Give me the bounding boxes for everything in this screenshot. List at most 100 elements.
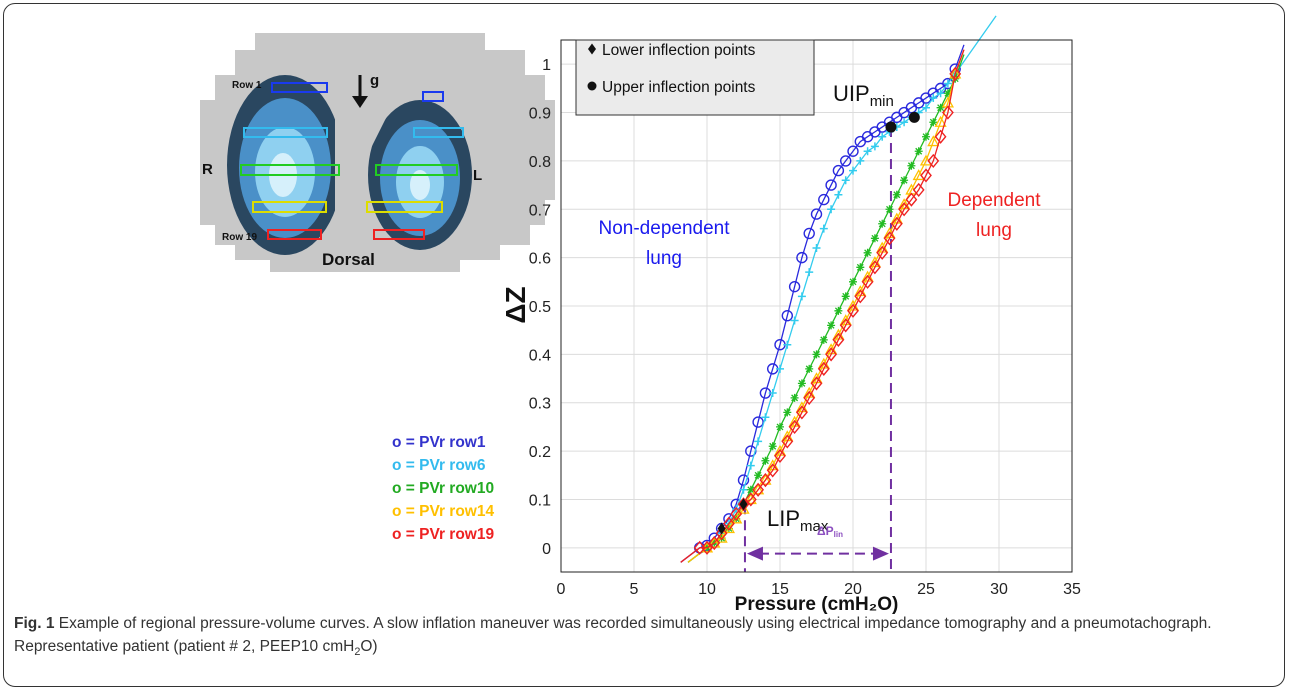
delta-p-subscript: lin (834, 530, 843, 539)
data-point-PVr-row6 (790, 316, 799, 325)
x-tick-label: 35 (1063, 581, 1081, 598)
data-point-PVr-row19 (701, 540, 713, 555)
data-point-PVr-row6 (812, 243, 821, 252)
data-point-PVr-row6 (805, 268, 814, 277)
data-point-PVr-row19 (920, 168, 932, 183)
data-point-PVr-row10 (834, 306, 843, 315)
data-point-PVr-row19 (774, 448, 786, 464)
data-point-PVr-row19 (752, 482, 765, 497)
data-point-PVr-row19 (927, 153, 940, 169)
data-point-PVr-row19 (803, 390, 816, 405)
data-point-PVr-row14 (934, 115, 947, 127)
gravity-arrow-icon (352, 75, 368, 108)
data-point-PVr-row19 (795, 405, 808, 420)
data-point-PVr-row10 (790, 393, 799, 402)
delta-p-arrow-left-icon (746, 546, 763, 561)
dorsal-label: Dorsal (322, 250, 375, 269)
data-point-PVr-row14 (751, 483, 765, 495)
data-point-PVr-row10 (819, 335, 828, 344)
data-point-PVr-row6 (900, 118, 909, 127)
data-point-PVr-row10 (870, 234, 879, 243)
data-point-PVr-row6 (929, 94, 938, 103)
data-point-PVr-row1 (737, 474, 750, 486)
x-tick-label: 15 (771, 581, 789, 598)
data-point-PVr-row14 (927, 135, 940, 147)
row-legend-item: o = PVr row6 (392, 457, 486, 474)
data-point-PVr-row14 (759, 473, 772, 485)
row-legend: o = PVr row1 o = PVr row6 o = PVr row10 o =… (392, 434, 494, 543)
y-tick-label: 0.8 (529, 154, 551, 171)
data-point-PVr-row10 (761, 456, 770, 465)
data-point-PVr-row6 (732, 505, 741, 514)
data-point-PVr-row6 (776, 364, 784, 373)
row-legend-item: o = PVr row1 (392, 434, 486, 451)
data-point-PVr-row6 (819, 224, 828, 233)
data-point-PVr-row10 (849, 277, 857, 286)
legend-diamond-icon (588, 43, 596, 55)
row-legend-item: o = PVr row10 (392, 480, 494, 497)
caption-label: Fig. 1 (14, 615, 55, 632)
data-point-PVr-row6 (834, 190, 843, 199)
data-point-PVr-row19 (730, 506, 743, 522)
lip-subscript: max (800, 518, 829, 535)
annotation-lines (743, 127, 892, 572)
data-point-PVr-row19 (854, 289, 867, 304)
data-point-PVr-row19 (766, 463, 779, 478)
data-point-PVr-row19 (817, 361, 830, 376)
uip-subscript: min (870, 93, 894, 110)
uip-label: UIPmin (833, 81, 894, 110)
data-point-PVr-row10 (797, 379, 806, 388)
data-point-PVr-row10 (922, 132, 930, 141)
data-point-PVr-row19 (744, 492, 757, 507)
eit-image: Row 1 Row 19 g R L Dorsal (200, 33, 555, 272)
data-point-PVr-row10 (878, 219, 887, 228)
data-point-PVr-row19 (722, 516, 735, 531)
figure-caption: Fig. 1 Example of regional pressure-volu… (14, 612, 1276, 664)
data-point-PVr-row14 (949, 67, 962, 79)
x-tick-label: 20 (844, 581, 862, 598)
data-point-PVr-row19 (708, 535, 721, 551)
nondependent-lung-label: lung (646, 248, 682, 269)
data-point-PVr-row6 (827, 205, 836, 214)
y-tick-label: 0.5 (529, 299, 551, 316)
data-point-PVr-row10 (907, 161, 916, 170)
data-point-PVr-row6 (863, 147, 872, 156)
data-point-PVr-row10 (805, 364, 814, 373)
caption-subscript: 2 (354, 646, 361, 659)
data-point-PVr-row6 (943, 79, 952, 88)
pv-chart: 0 5 10 15 20 25 30 35 0 0.1 0.2 0.3 0.4 0.5 0.6 0.7 0.8 0… (500, 15, 1081, 615)
data-point-PVr-row6 (783, 340, 792, 349)
legend-entry-upper: Upper inflection points (602, 79, 756, 96)
data-point-PVr-row10 (951, 74, 960, 83)
row1-label: Row 1 (232, 80, 262, 91)
y-tick-label: 0.7 (529, 202, 551, 219)
fit-line-PVr-row1 (680, 44, 965, 563)
data-point-PVr-row10 (936, 103, 945, 112)
y-tick-label: 0.3 (529, 396, 551, 413)
data-point-PVr-row19 (934, 129, 947, 144)
dependent-lung-label: lung (976, 220, 1012, 241)
x-tick-label: 25 (917, 581, 935, 598)
data-point-PVr-row10 (900, 176, 909, 185)
data-point-PVr-row6 (841, 176, 850, 185)
x-axis-label: Pressure (cmH₂O) (735, 594, 899, 615)
data-point-PVr-row1 (840, 155, 852, 167)
data-point-PVr-row19 (898, 202, 911, 217)
inflection-points (717, 111, 920, 535)
data-point-PVr-row10 (841, 292, 850, 301)
data-point-PVr-row6 (754, 437, 763, 446)
data-point-PVr-row1 (810, 208, 823, 220)
data-point-PVr-row10 (943, 89, 952, 98)
fit-line-PVr-row10 (687, 54, 965, 563)
data-point-PVr-row19 (868, 260, 881, 275)
data-point-PVr-row6 (870, 142, 879, 151)
data-point-PVr-row19 (810, 376, 823, 391)
y-tick-label: 0.2 (529, 444, 551, 461)
plot-frame (560, 39, 1073, 573)
data-point-PVr-row10 (812, 350, 821, 359)
fit-line-PVr-row19 (680, 49, 965, 563)
y-tick-label: 0.9 (529, 106, 551, 123)
legend-box (575, 39, 815, 116)
y-tick-label: 0 (542, 541, 551, 558)
lower-inflection-point (739, 498, 748, 511)
